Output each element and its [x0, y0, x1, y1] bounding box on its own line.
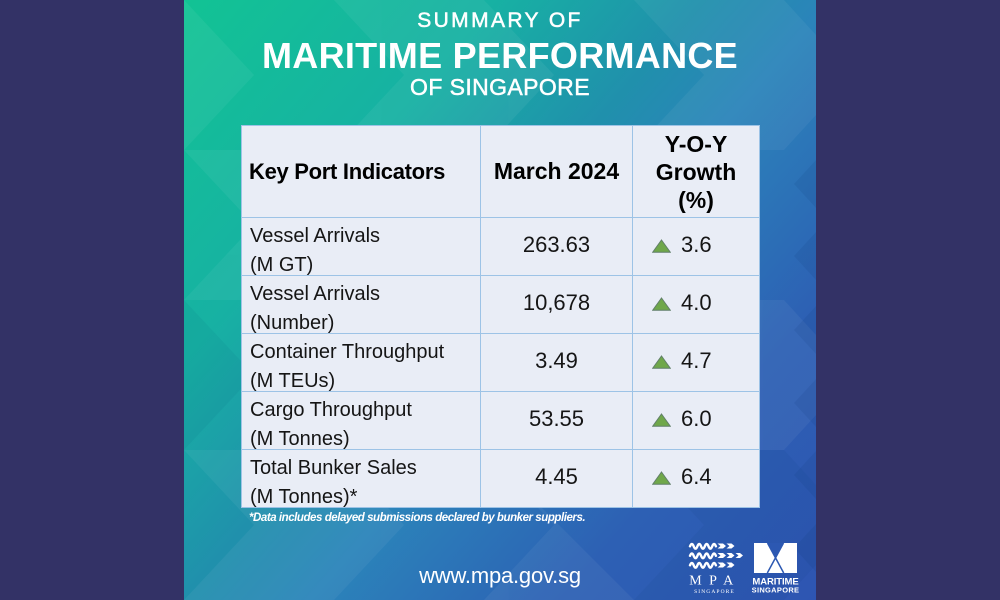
svg-text:SINGAPORE: SINGAPORE [694, 589, 735, 595]
svg-text:SINGAPORE: SINGAPORE [752, 586, 799, 595]
svg-text:MARITIME: MARITIME [752, 577, 798, 588]
svg-text:MPA: MPA [689, 574, 741, 589]
